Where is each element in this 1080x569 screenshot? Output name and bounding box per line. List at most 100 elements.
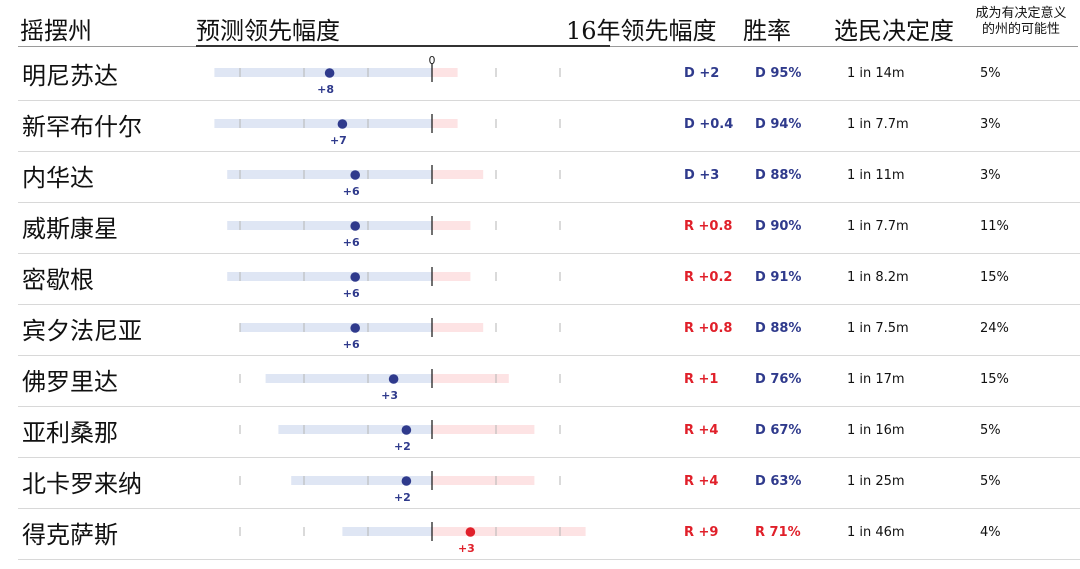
voter-decisiveness: 1 in 17m bbox=[847, 372, 905, 387]
voter-decisiveness: 1 in 11m bbox=[847, 168, 905, 183]
table-row: 亚利桑那 +2 R +4 D 67% 1 in 16m 5% bbox=[0, 407, 1080, 458]
row-divider bbox=[18, 355, 1080, 356]
voter-decisiveness: 1 in 14m bbox=[847, 66, 905, 81]
header-divider-forecast bbox=[196, 45, 610, 47]
row-divider bbox=[18, 151, 1080, 152]
lead-label: +3 bbox=[458, 542, 475, 555]
forecast-lead-chart: 0 +8 bbox=[214, 54, 561, 96]
tipping-point-chance: 15% bbox=[980, 270, 1009, 285]
state-name: 密歇根 bbox=[22, 266, 94, 294]
forecast-lead-chart: +6 bbox=[227, 267, 561, 300]
forecast-lead-chart: +7 bbox=[214, 114, 561, 147]
win-probability: D 91% bbox=[755, 270, 802, 285]
rep-range-band bbox=[432, 374, 509, 383]
state-name: 宾夕法尼亚 bbox=[22, 317, 142, 345]
state-name: 北卡罗来纳 bbox=[22, 470, 142, 498]
state-name: 得克萨斯 bbox=[22, 521, 118, 549]
win-probability: D 67% bbox=[755, 423, 802, 438]
row-divider bbox=[18, 304, 1080, 305]
voter-decisiveness: 1 in 7.7m bbox=[847, 219, 909, 234]
lead16-value: D +0.4 bbox=[684, 117, 734, 132]
lead16-value: R +9 bbox=[684, 525, 719, 540]
state-name: 新罕布什尔 bbox=[22, 113, 142, 141]
header-tipping-line1: 成为有决定意义 bbox=[975, 6, 1067, 21]
lead-dot bbox=[337, 119, 348, 129]
lead16-value: R +4 bbox=[684, 423, 719, 438]
lead-label: +6 bbox=[343, 338, 360, 351]
lead-dot bbox=[350, 170, 360, 180]
dem-range-band bbox=[342, 527, 432, 536]
win-probability: R 71% bbox=[755, 525, 801, 540]
dem-range-band bbox=[278, 425, 432, 434]
lead16-value: R +0.2 bbox=[684, 270, 733, 285]
forecast-lead-chart: +2 bbox=[239, 471, 561, 504]
dem-range-band bbox=[291, 476, 432, 485]
state-name: 威斯康星 bbox=[22, 215, 118, 243]
win-probability: D 88% bbox=[755, 321, 802, 336]
lead-label: +8 bbox=[317, 83, 334, 96]
state-name: 明尼苏达 bbox=[22, 62, 118, 90]
lead-label: +2 bbox=[394, 440, 411, 453]
row-divider bbox=[18, 406, 1080, 407]
rep-range-band bbox=[432, 170, 484, 179]
forecast-lead-chart: +6 bbox=[227, 165, 561, 198]
tipping-point-chance: 3% bbox=[980, 117, 1001, 132]
table-row: 得克萨斯 +3 R +9 R 71% 1 in 46m 4% bbox=[0, 509, 1080, 560]
lead-dot bbox=[401, 425, 412, 435]
table-row: 明尼苏达 0 +8 D +2 D 95% 1 in 14m 5% bbox=[0, 50, 1080, 101]
dem-range-band bbox=[214, 68, 432, 77]
lead-label: +6 bbox=[343, 185, 360, 198]
lead-label: +6 bbox=[343, 287, 360, 300]
header-forecast: 预测领先幅度 bbox=[196, 17, 340, 45]
tipping-point-chance: 15% bbox=[980, 372, 1009, 387]
zero-label: 0 bbox=[429, 54, 436, 67]
lead16-value: D +3 bbox=[684, 168, 720, 183]
forecast-lead-chart: +6 bbox=[227, 216, 561, 249]
header-state: 摇摆州 bbox=[20, 17, 92, 45]
state-name: 亚利桑那 bbox=[22, 419, 118, 447]
lead-dot bbox=[350, 272, 360, 282]
forecast-lead-chart: +2 bbox=[239, 420, 561, 453]
lead-dot bbox=[465, 527, 476, 537]
win-probability: D 94% bbox=[755, 117, 802, 132]
win-probability: D 88% bbox=[755, 168, 802, 183]
lead-label: +2 bbox=[394, 491, 411, 504]
rep-range-band bbox=[432, 323, 484, 332]
lead-label: +3 bbox=[381, 389, 398, 402]
voter-decisiveness: 1 in 8.2m bbox=[847, 270, 909, 285]
row-divider bbox=[18, 508, 1080, 509]
tipping-point-chance: 5% bbox=[980, 423, 1001, 438]
forecast-lead-chart: +3 bbox=[239, 369, 561, 402]
dem-range-band bbox=[240, 323, 432, 332]
row-divider bbox=[18, 457, 1080, 458]
table-row: 新罕布什尔 +7 D +0.4 D 94% 1 in 7.7m 3% bbox=[0, 101, 1080, 152]
rep-range-band bbox=[432, 272, 471, 281]
voter-decisiveness: 1 in 46m bbox=[847, 525, 905, 540]
rep-range-band bbox=[432, 476, 535, 485]
voter-decisiveness: 1 in 7.7m bbox=[847, 117, 909, 132]
table-row: 密歇根 +6 R +0.2 D 91% 1 in 8.2m 15% bbox=[0, 254, 1080, 305]
win-probability: D 63% bbox=[755, 474, 802, 489]
row-divider bbox=[18, 559, 1080, 560]
voter-decisiveness: 1 in 16m bbox=[847, 423, 905, 438]
table-row: 佛罗里达 +3 R +1 D 76% 1 in 17m 15% bbox=[0, 356, 1080, 407]
voter-decisiveness: 1 in 7.5m bbox=[847, 321, 909, 336]
table-row: 威斯康星 +6 R +0.8 D 90% 1 in 7.7m 11% bbox=[0, 203, 1080, 254]
lead-label: +7 bbox=[330, 134, 347, 147]
dem-range-band bbox=[214, 119, 432, 128]
tipping-point-chance: 24% bbox=[980, 321, 1009, 336]
lead-label: +6 bbox=[343, 236, 360, 249]
lead16-value: R +4 bbox=[684, 474, 719, 489]
table-row: 宾夕法尼亚 +6 R +0.8 D 88% 1 in 7.5m 24% bbox=[0, 305, 1080, 356]
state-name: 佛罗里达 bbox=[22, 368, 118, 396]
lead16-value: D +2 bbox=[684, 66, 720, 81]
forecast-lead-chart: +6 bbox=[239, 318, 561, 351]
rep-range-band bbox=[432, 425, 535, 434]
lead-dot bbox=[324, 68, 335, 78]
row-divider bbox=[18, 253, 1080, 254]
lead-dot bbox=[401, 476, 412, 486]
header-winrate: 胜率 bbox=[743, 17, 791, 45]
rep-range-band bbox=[432, 221, 471, 230]
lead16-value: R +0.8 bbox=[684, 219, 733, 234]
lead-dot bbox=[350, 323, 360, 333]
